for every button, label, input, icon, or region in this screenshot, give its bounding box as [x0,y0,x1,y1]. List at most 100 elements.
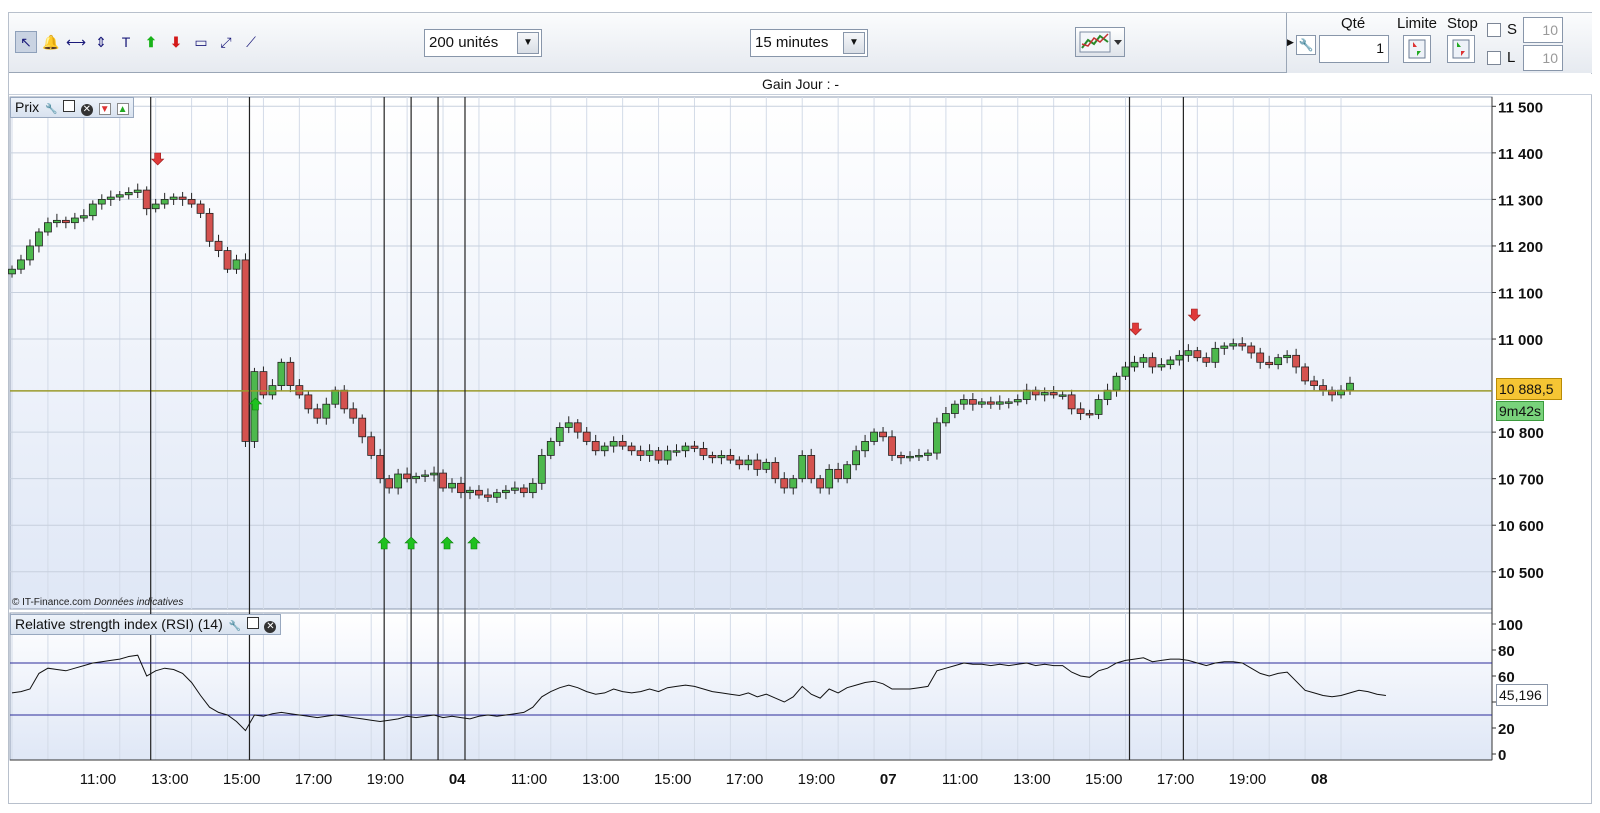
sell-price-input[interactable]: 10 [1523,17,1563,43]
candle [232,259,241,270]
candle [942,413,950,424]
candle [843,464,852,480]
candle [582,431,591,442]
candle [1211,347,1220,363]
candle [897,454,905,459]
rsi-panel-header[interactable]: Relative strength index (RSI) (14) 🔧 ✕ [10,614,282,635]
text-tool-icon[interactable]: T [121,34,131,50]
candle [906,455,914,459]
price-panel-title: Prix [15,99,40,115]
last-price-badge: 10 888,5 [1496,378,1562,400]
chevron-down-icon[interactable]: ▼ [517,32,539,54]
candle [196,203,205,214]
candle [1193,350,1202,359]
candle [142,189,151,210]
rectangle-tool-icon[interactable]: ▭ [194,33,208,50]
candle [97,198,106,205]
candle [1220,345,1229,349]
candle [1247,345,1256,354]
units-select[interactable]: 200 unités ▼ [424,29,542,57]
time-axis-label: 19:00 [798,771,836,788]
candle [699,448,708,456]
rsi-panel-background [9,612,1493,761]
candle [349,408,358,419]
candle [241,259,250,442]
candle [789,478,798,489]
interval-select[interactable]: 15 minutes ▼ [750,29,868,57]
vertical-line-icon[interactable]: ⇕ [95,33,107,50]
rsi-line [11,654,1386,732]
price-panel-header[interactable]: Prix 🔧 ✕ ▼ ▲ [10,97,134,118]
candle [1202,357,1211,363]
limit-checkbox[interactable] [1487,51,1501,65]
horizontal-line-icon[interactable]: ⟷ [65,33,87,50]
candle [88,203,97,217]
candle [394,473,403,489]
candle [403,473,412,480]
rsi-axis-label: 80 [1498,643,1515,660]
time-axis-label: 19:00 [1229,771,1267,788]
trendline-tool-icon[interactable]: ⟋ [246,33,256,50]
rsi-panel-title: Relative strength index (RSI) (14) [15,616,223,632]
window-icon[interactable] [246,617,259,629]
candle [852,450,861,466]
wrench-icon[interactable]: 🔧 [45,104,58,115]
close-icon[interactable]: ✕ [80,104,93,116]
candle [44,222,52,233]
candle [223,250,232,270]
rsi-axis-label: 20 [1498,721,1515,738]
candle [322,403,331,419]
candle [564,422,573,428]
candle [950,403,959,414]
candle [358,417,367,438]
candle [519,487,528,494]
candle [169,196,178,200]
limit-order-icon [1408,39,1426,59]
time-axis-label: 17:00 [726,771,764,788]
qty-input[interactable]: 1 [1319,35,1389,63]
wrench-icon[interactable]: 🔧 [228,621,242,632]
window-icon[interactable] [62,100,75,112]
wrench-icon[interactable]: 🔧 [1296,35,1316,55]
candle [1274,357,1283,366]
chevron-down-icon[interactable]: ▼ [843,32,865,54]
candle [367,436,376,456]
time-axis-label: 07 [880,771,897,788]
candle [70,217,79,224]
candle [618,441,627,447]
price-axis-label: 11 200 [1498,239,1543,256]
move-down-icon[interactable]: ▼ [98,103,111,115]
data-credit: © IT-Finance.com Données indicatives [12,597,183,608]
price-axis-label: 11 100 [1498,285,1543,302]
candle [825,468,834,489]
panel-expand-icon[interactable]: ▶ [1287,37,1294,47]
close-icon[interactable]: ✕ [264,621,277,633]
candle [861,441,869,452]
candle [313,408,322,419]
candle [1265,361,1274,366]
alert-bell-icon[interactable]: 🔔 [42,33,60,50]
limit-price-input[interactable]: 10 [1523,45,1563,71]
candle [1238,343,1247,347]
pointer-tool-icon[interactable]: ↖ [15,31,37,53]
candle [457,482,465,494]
time-axis-label: 13:00 [582,771,620,788]
candle [591,441,600,452]
candle [1310,380,1318,386]
candle [421,474,429,477]
buy-arrow-icon[interactable]: ⬆ [145,33,157,50]
candle [1112,375,1121,391]
sell-arrow-icon[interactable]: ⬇ [170,33,182,50]
candle [205,212,214,242]
display-style-button[interactable] [1075,27,1125,57]
stop-order-button[interactable] [1447,35,1475,63]
candle [160,198,169,205]
candle [17,259,25,270]
move-up-icon[interactable]: ▲ [116,103,129,115]
limit-order-button[interactable] [1403,35,1431,63]
candle [690,445,699,449]
sell-signal-arrow [1187,308,1202,322]
sell-checkbox[interactable] [1487,23,1501,37]
segment-tool-icon[interactable]: ⤢ [220,33,232,50]
